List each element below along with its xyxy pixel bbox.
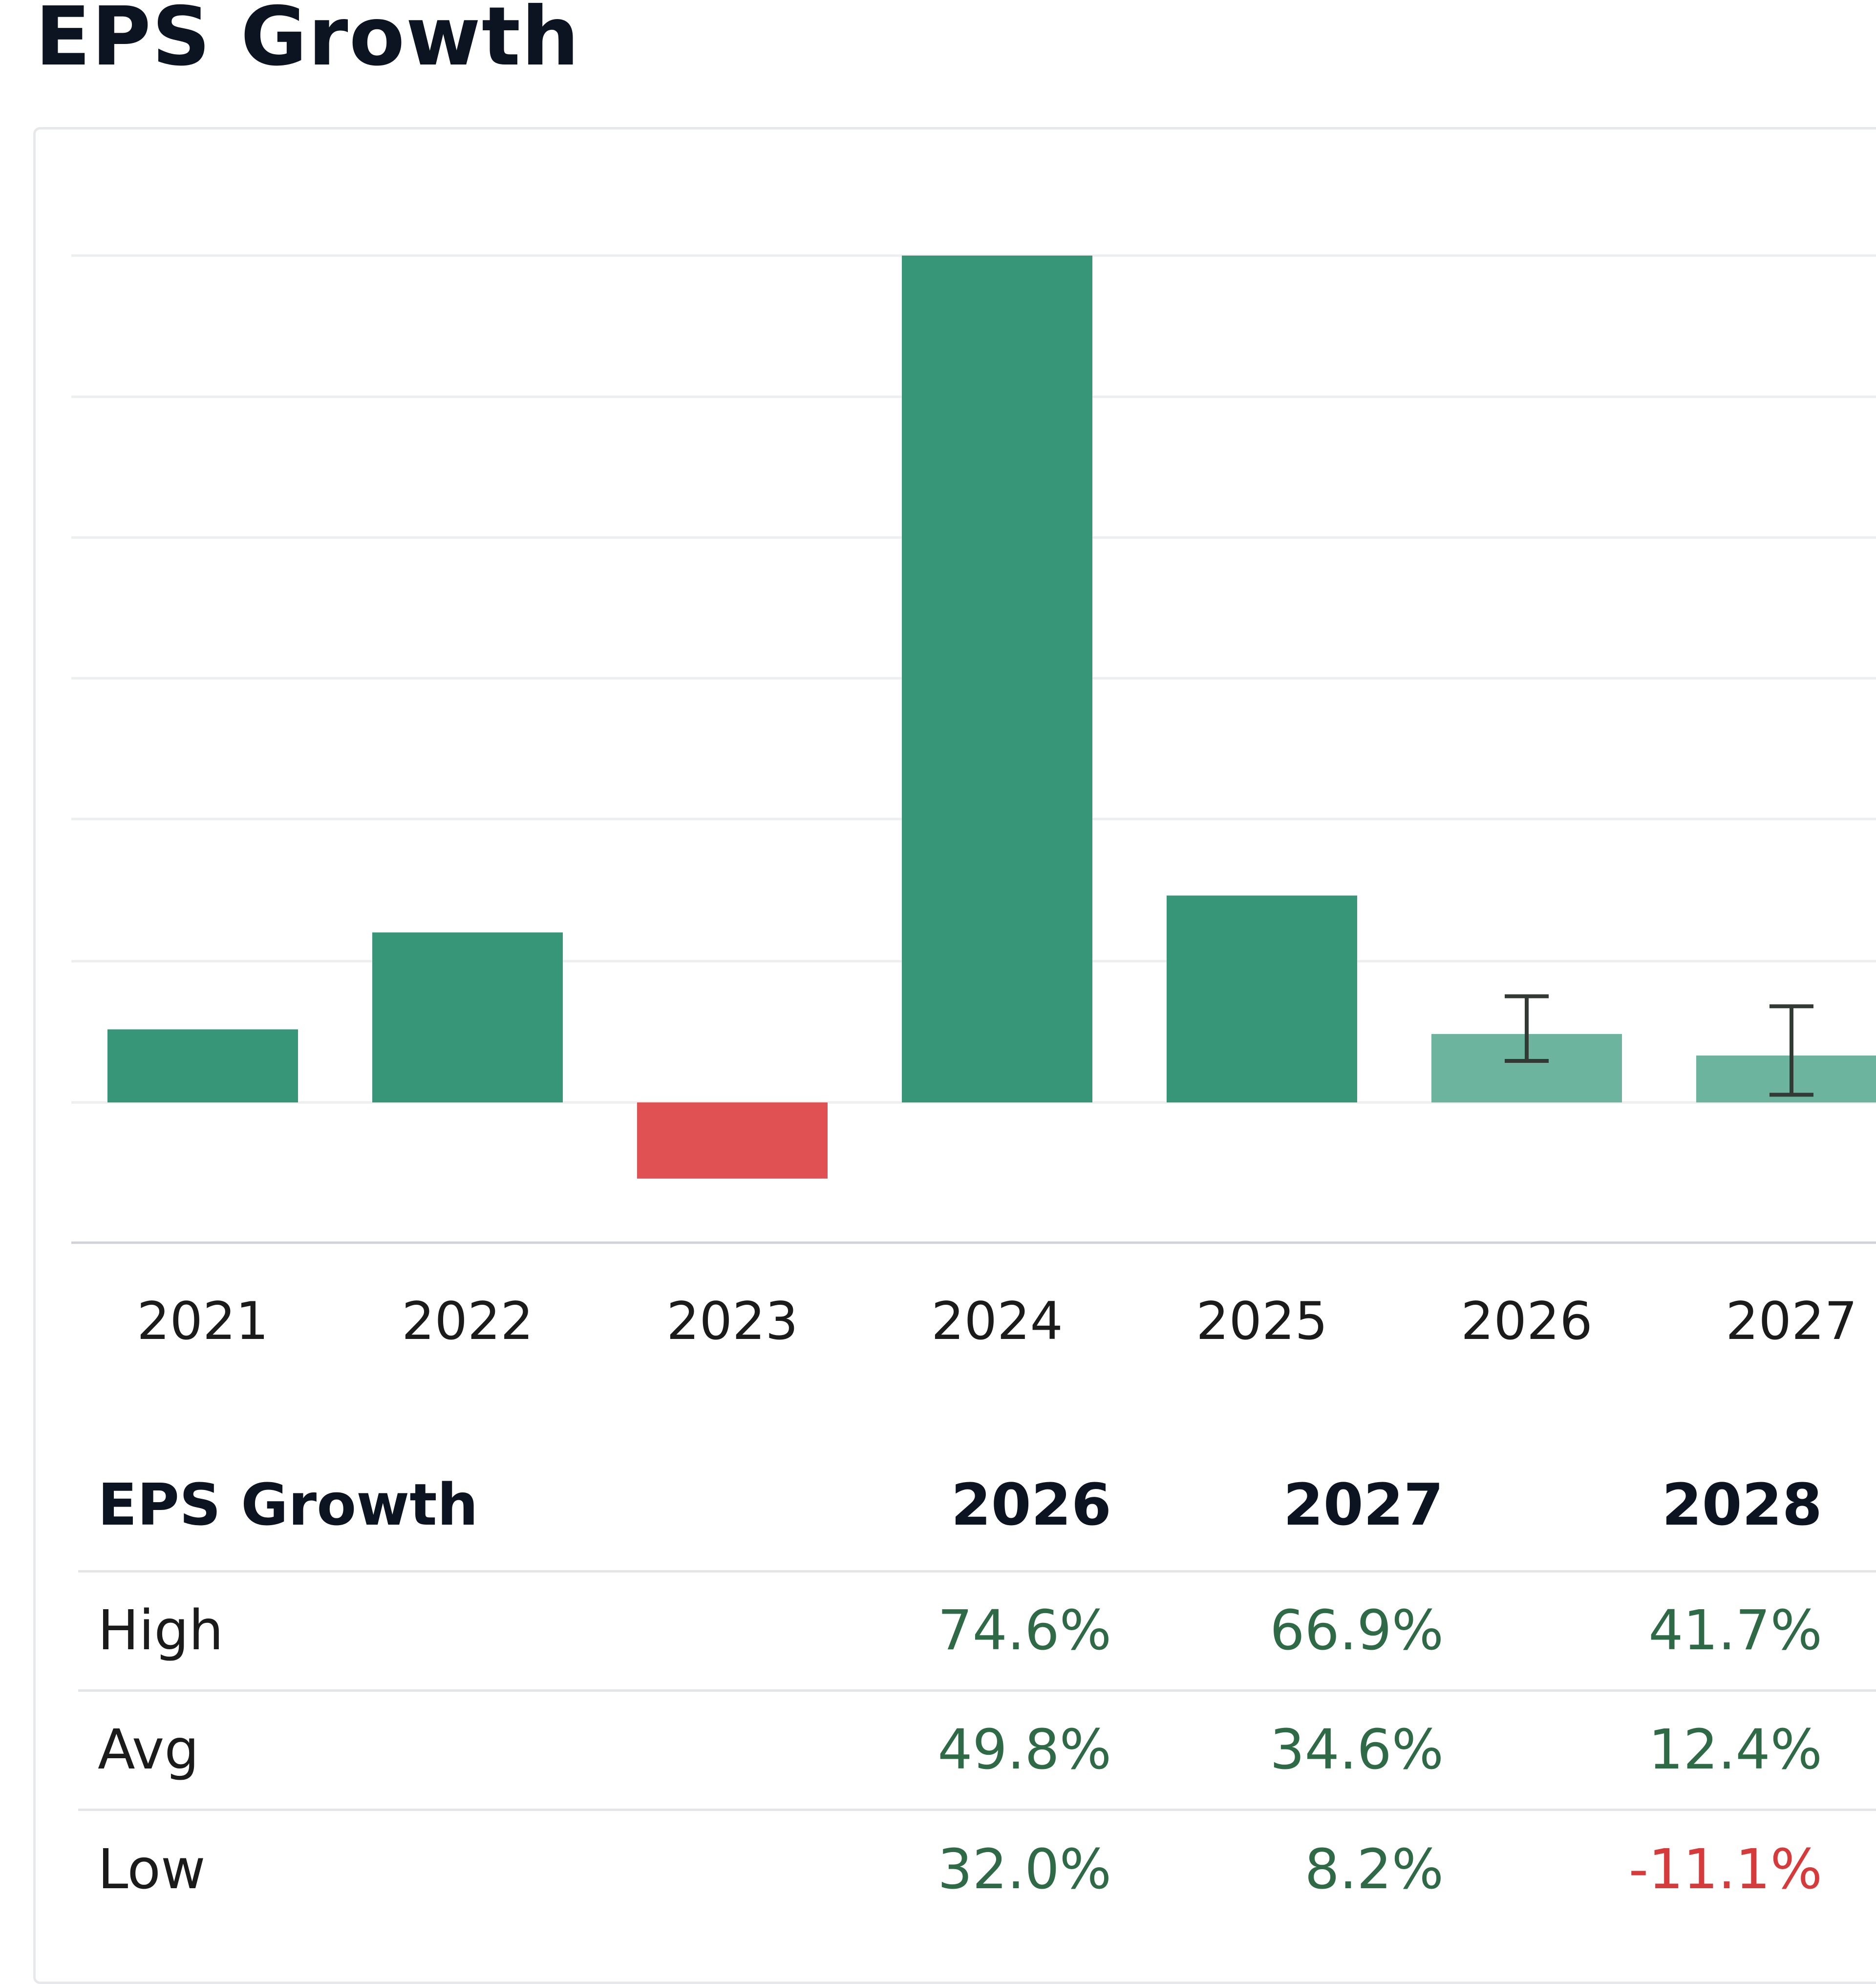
- table-header-filler: [1822, 1439, 1876, 1573]
- x-tick-label-2027: 2027: [1726, 1291, 1857, 1351]
- eps-growth-table: EPS Growth 2026 2027 2028 High 74.6% 66.…: [78, 1439, 1876, 1929]
- bar-2025: [1167, 895, 1357, 1102]
- cell-avg-2027: 34.6%: [1111, 1690, 1444, 1811]
- cell-high-2026: 74.6%: [762, 1571, 1111, 1692]
- table-header-2028: 2028: [1444, 1439, 1822, 1573]
- table-header-2026: 2026: [762, 1439, 1111, 1573]
- table-row-avg: Avg 49.8% 34.6% 12.4%: [78, 1690, 1876, 1811]
- table-row-low: Low 32.0% 8.2% -11.1%: [78, 1810, 1876, 1929]
- row-filler: [1822, 1810, 1876, 1929]
- page-title: EPS Growth: [35, 0, 580, 84]
- eps-growth-chart: 2021 2022 2023 2024 2025 2026 2027: [71, 254, 1876, 1351]
- x-tick-label-2026: 2026: [1461, 1291, 1593, 1351]
- x-tick-label-2023: 2023: [666, 1291, 798, 1351]
- cell-high-2028: 41.7%: [1444, 1571, 1822, 1692]
- cell-avg-2028: 12.4%: [1444, 1690, 1822, 1811]
- x-tick-label-2025: 2025: [1196, 1291, 1328, 1351]
- cell-low-2026: 32.0%: [938, 1838, 1111, 1902]
- table-header-row: EPS Growth 2026 2027 2028: [78, 1439, 1876, 1573]
- cell-high-2027: 66.9%: [1111, 1571, 1444, 1692]
- bar-2021: [107, 1029, 298, 1102]
- row-filler: [1822, 1690, 1876, 1811]
- row-filler: [1822, 1571, 1876, 1692]
- row-label-avg: Avg: [78, 1690, 762, 1811]
- table-header-2027: 2027: [1111, 1439, 1444, 1573]
- cell-low-2027: 8.2%: [1304, 1838, 1444, 1902]
- cell-low-2028: -11.1%: [1628, 1838, 1822, 1902]
- row-label-low: Low: [98, 1838, 206, 1902]
- x-tick-label-2022: 2022: [402, 1291, 533, 1351]
- x-tick-label-2024: 2024: [931, 1291, 1063, 1351]
- row-label-high: High: [78, 1571, 762, 1692]
- x-tick-label-2021: 2021: [137, 1291, 269, 1351]
- bar-2022: [372, 932, 563, 1102]
- bar-2023: [637, 1102, 828, 1179]
- bar-2024: [902, 256, 1092, 1102]
- cell-avg-2026: 49.8%: [762, 1690, 1111, 1811]
- table-header-label: EPS Growth: [78, 1439, 762, 1573]
- table-row-high: High 74.6% 66.9% 41.7%: [78, 1571, 1876, 1692]
